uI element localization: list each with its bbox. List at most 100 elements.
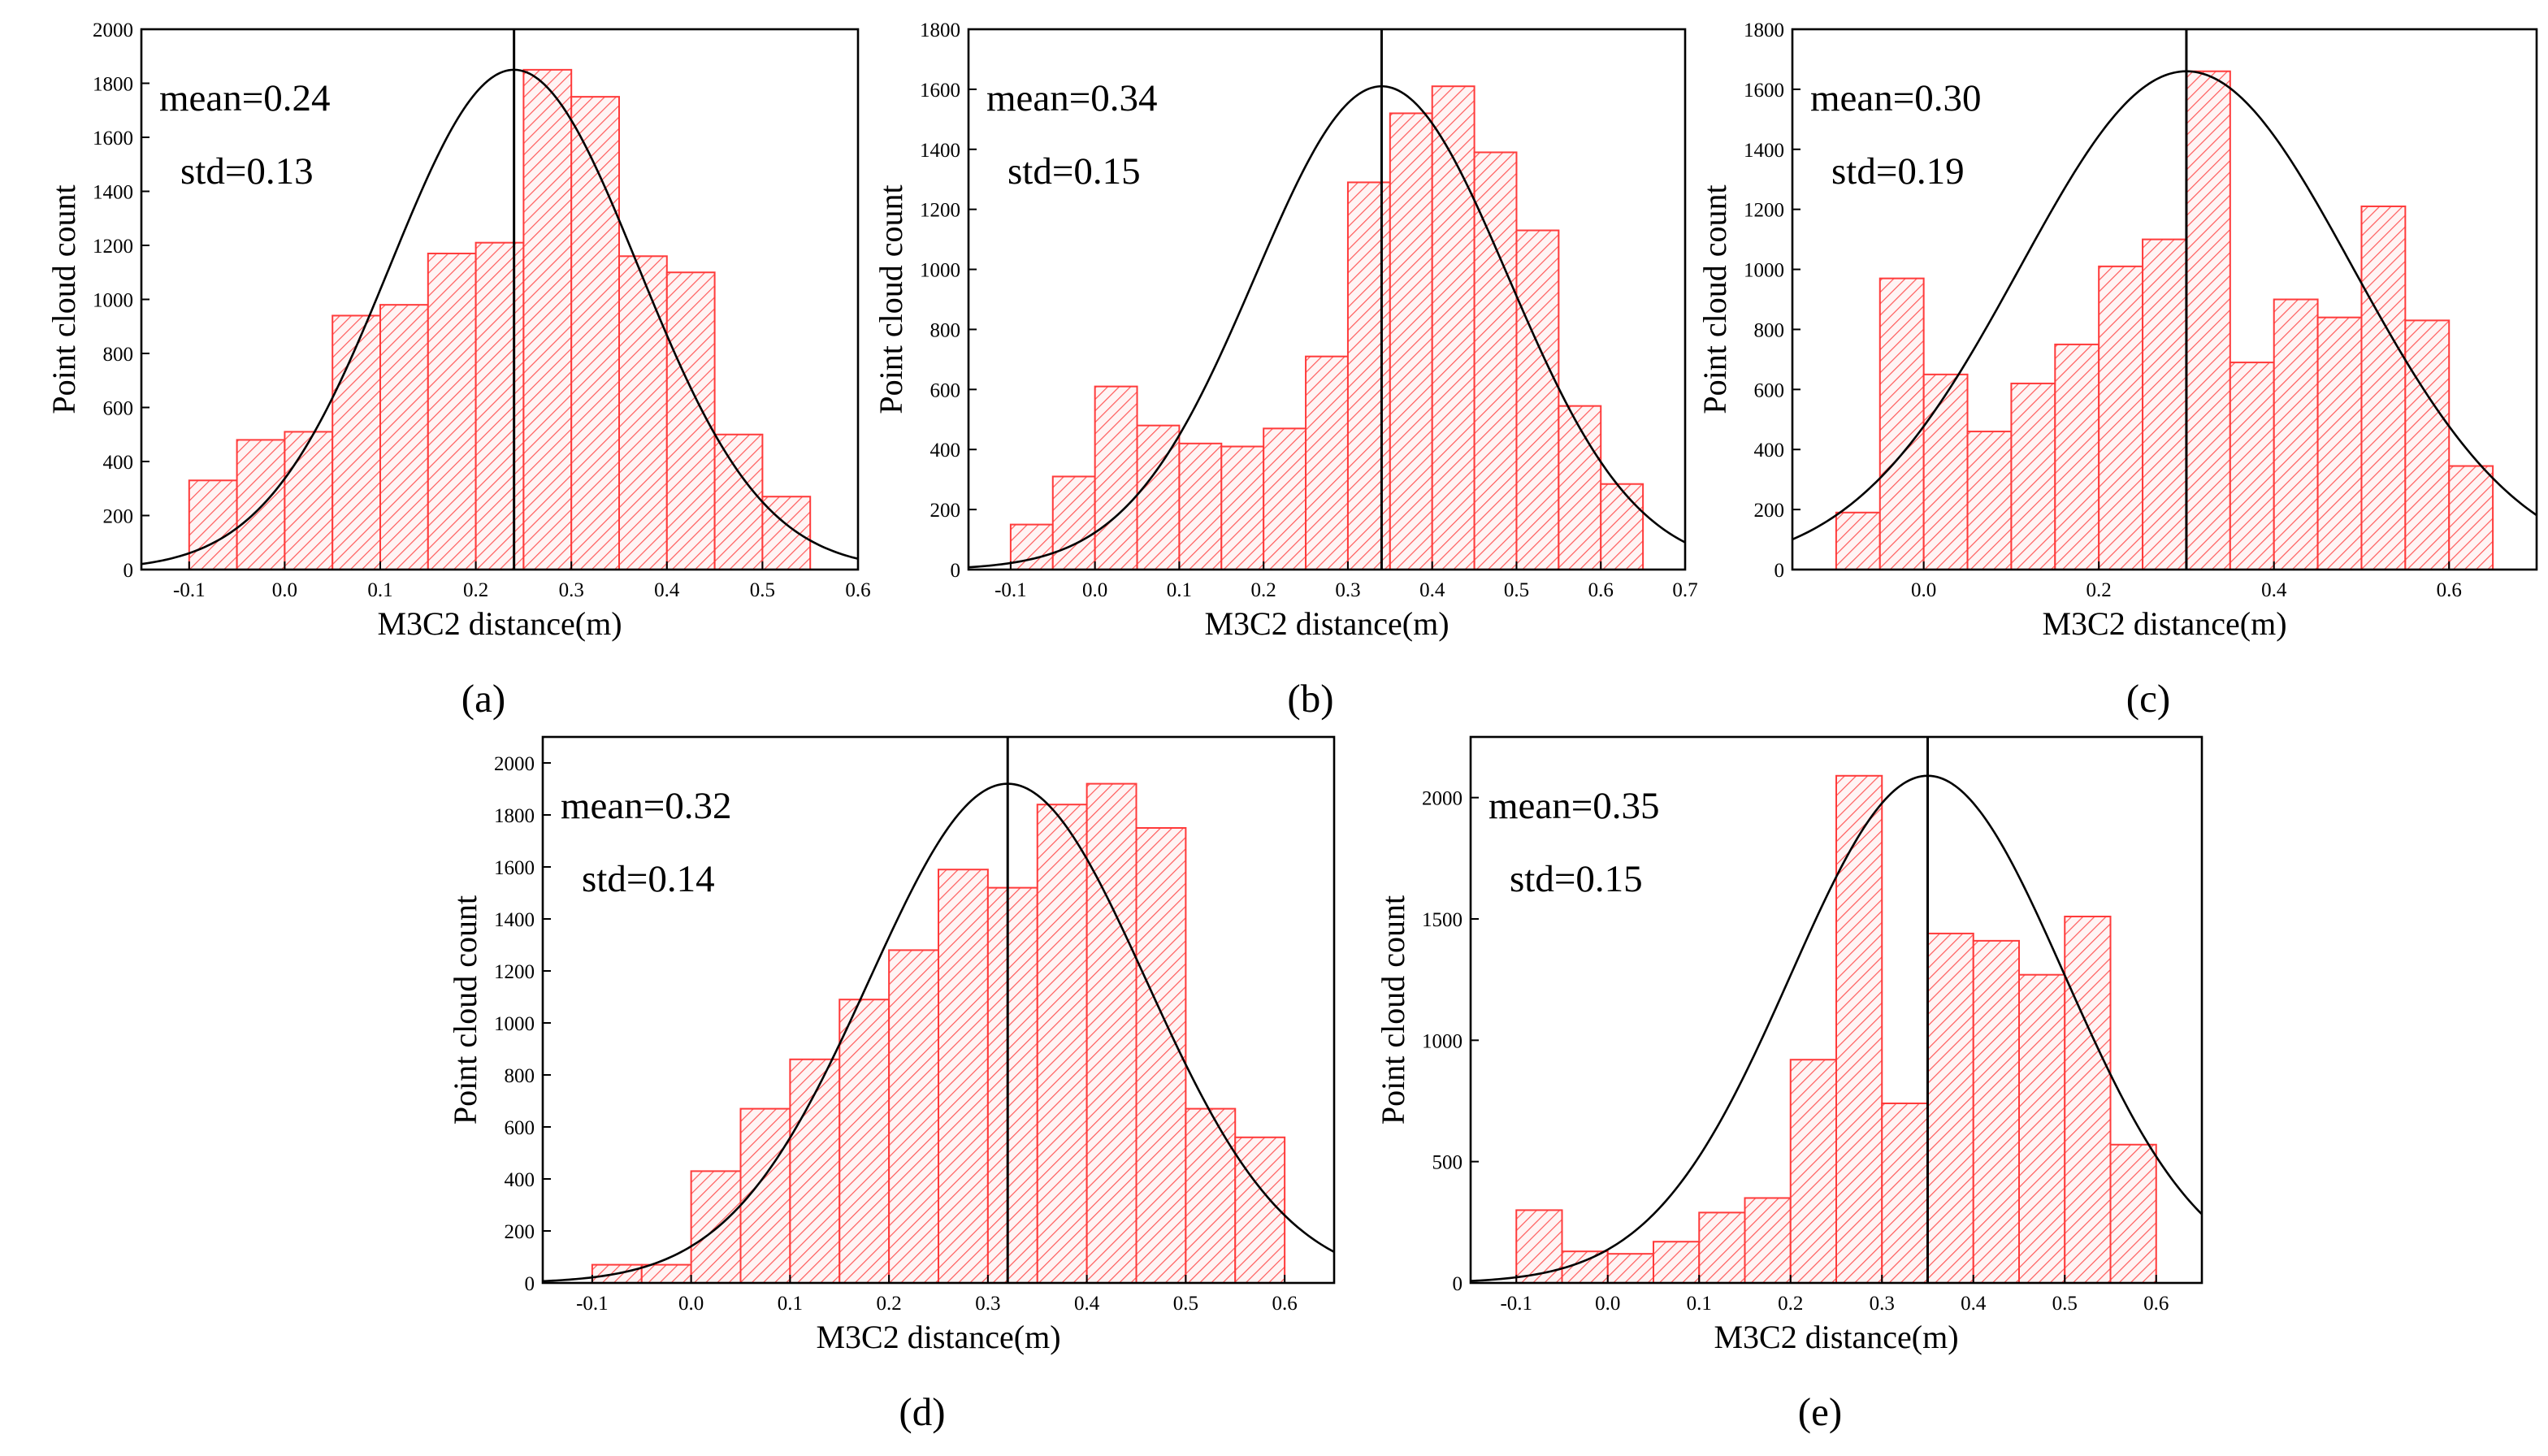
x-tick-label: 0.5 (750, 579, 775, 601)
panel-label: (e) (1798, 1389, 1842, 1434)
histogram-bar (1515, 1209, 1563, 1285)
histogram-bar (379, 304, 429, 570)
y-axis-title: Point cloud count (873, 184, 909, 414)
x-tick-label: 0.2 (1778, 1293, 1803, 1315)
histogram-bar (2098, 265, 2144, 570)
y-tick-label: 600 (103, 398, 134, 420)
x-tick-label: 0.1 (1687, 1293, 1712, 1315)
normal-fit-curve (968, 84, 1685, 569)
histogram-bar (1558, 405, 1602, 570)
x-tick-label: 0.7 (1672, 579, 1697, 601)
histogram-bar (1178, 442, 1223, 570)
chart-panel-b: -0.1 0.0 0.1 0.2 0.3 0.4 0.5 0.6 0.7 0 200 400 600 80… (873, 20, 1698, 721)
histogram-bar (2316, 316, 2363, 570)
x-tick-label: 0.5 (1504, 579, 1529, 601)
x-tick-label: 0.6 (845, 579, 870, 601)
std-annotation: std=0.15 (1008, 150, 1141, 193)
x-axis-title: M3C2 distance(m) (1204, 605, 1449, 642)
x-tick-label: -0.1 (576, 1293, 609, 1315)
x-axis-title: M3C2 distance(m) (377, 605, 622, 642)
x-tick-label: 0.0 (678, 1293, 704, 1315)
x-tick-label: 0.6 (1588, 579, 1614, 601)
y-tick-label: 1000 (920, 260, 960, 282)
y-tick-label: 0 (525, 1273, 535, 1295)
y-tick-label: 200 (505, 1221, 535, 1243)
x-tick-label: 0.4 (2261, 579, 2287, 601)
histogram-bar (236, 439, 286, 571)
x-tick-label: 0.2 (2086, 579, 2112, 601)
mean-annotation: mean=0.35 (1488, 785, 1660, 827)
y-tick-label: 400 (1754, 440, 1785, 462)
plot-frame (1791, 28, 2538, 571)
bars (1009, 85, 1644, 571)
plot-frame (541, 735, 1336, 1285)
y-tick-label: 1600 (920, 80, 960, 102)
x-axis-title: M3C2 distance(m) (1714, 1319, 1958, 1355)
y-tick-label: 1000 (1744, 260, 1784, 282)
histogram-bar (1926, 932, 1974, 1285)
histogram-bar (1653, 1241, 1701, 1285)
x-tick-label: 0.3 (1335, 579, 1360, 601)
normal-fit-curve (1792, 70, 2537, 541)
y-tick-label: 1000 (93, 290, 133, 312)
histogram-bar (2054, 343, 2100, 570)
histogram-bar (188, 479, 238, 571)
y-tick-label: 600 (930, 379, 961, 401)
y-tick-label: 1400 (920, 140, 960, 162)
y-tick-label: 1800 (1744, 20, 1784, 41)
chart-panel-e: -0.1 0.0 0.1 0.2 0.3 0.4 0.5 0.6 0 500 1000 1500 200… (1375, 735, 2204, 1434)
x-tick-label: 0.1 (367, 579, 392, 601)
histogram-bar (2273, 298, 2319, 570)
normal-fit-curve (1471, 774, 2202, 1282)
mean-annotation: mean=0.30 (1810, 77, 1982, 119)
x-tick-label: 0.2 (877, 1293, 902, 1315)
chart-panel-d: -0.1 0.0 0.1 0.2 0.3 0.4 0.5 0.6 0 200 400 600 800 10… (447, 735, 1336, 1434)
y-tick-label: 1200 (1744, 200, 1784, 222)
histogram-bar (986, 886, 1038, 1284)
y-tick-label: 1000 (1422, 1030, 1462, 1052)
y-tick-label: 1800 (494, 805, 535, 827)
x-tick-label: 0.2 (463, 579, 488, 601)
histogram-bar (1389, 112, 1433, 570)
histogram-bar (888, 949, 939, 1285)
y-axis-title: Point cloud count (46, 184, 82, 414)
plot-frame (967, 28, 1687, 571)
histogram-bar (1009, 523, 1054, 570)
std-annotation: std=0.19 (1831, 150, 1965, 193)
histogram-bar (1431, 85, 1476, 570)
y-axis-title: Point cloud count (447, 895, 483, 1124)
y-axis-title: Point cloud count (1375, 895, 1411, 1124)
y-tick-label: 400 (103, 452, 134, 474)
histogram-bar (2229, 362, 2275, 571)
y-tick-label: 200 (1754, 500, 1785, 522)
y-tick-label: 1600 (93, 128, 133, 150)
y-tick-label: 0 (1774, 560, 1785, 582)
histogram-bar (1881, 1102, 1929, 1285)
x-tick-label: 0.2 (1251, 579, 1276, 601)
x-axis-title: M3C2 distance(m) (2042, 605, 2286, 642)
y-tick-label: 200 (103, 506, 134, 528)
y-tick-label: 2000 (93, 20, 133, 41)
bars (1835, 70, 2494, 571)
y-tick-label: 1800 (920, 20, 960, 41)
histogram-bar (618, 255, 668, 570)
histogram-bar (1606, 1253, 1654, 1285)
x-tick-label: 0.6 (2437, 579, 2462, 601)
histogram-bar (1135, 827, 1187, 1284)
y-tick-label: 400 (505, 1169, 535, 1191)
histogram-bar (332, 314, 382, 570)
x-tick-label: 0.4 (654, 579, 680, 601)
histogram-bar (713, 433, 764, 570)
histogram-bar (474, 241, 525, 570)
x-tick-label: 0.4 (1961, 1293, 1987, 1315)
mean-annotation: mean=0.24 (159, 77, 331, 119)
x-tick-label: 0.6 (1272, 1293, 1298, 1315)
histogram-bar (640, 1263, 692, 1284)
histogram-bar (1094, 385, 1138, 570)
x-tick-label: 0.3 (1870, 1293, 1895, 1315)
x-tick-label: 0.1 (1167, 579, 1192, 601)
y-tick-label: 600 (505, 1117, 535, 1139)
x-tick-label: 0.3 (975, 1293, 1000, 1315)
bars (188, 68, 812, 571)
